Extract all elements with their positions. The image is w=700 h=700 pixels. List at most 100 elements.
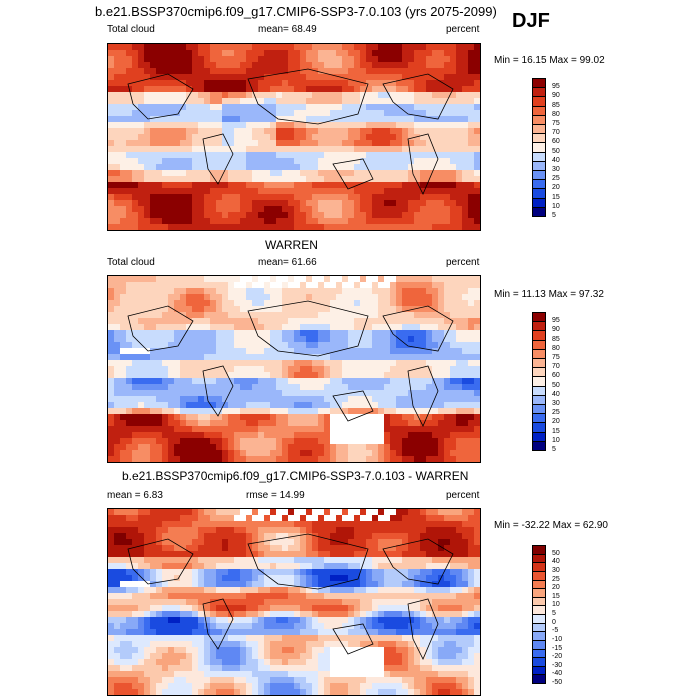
grid-cell [240,68,247,75]
grid-cell [264,188,271,195]
grid-cell [264,116,271,123]
grid-cell [270,420,277,427]
grid-cell [462,294,469,301]
grid-cell [384,104,391,111]
grid-cell [426,527,433,534]
grid-cell [120,432,127,439]
grid-cell [420,521,427,528]
grid-cell [288,170,295,177]
grid-cell [144,74,151,81]
grid-cell [318,152,325,159]
grid-cell [282,587,289,594]
grid-cell [318,324,325,331]
grid-cell [450,593,457,600]
grid-cell [294,98,301,105]
grid-cell [462,354,469,361]
grid-cell [354,396,361,403]
grid-cell [366,557,373,564]
grid-cell [180,521,187,528]
grid-cell [138,509,145,516]
grid-cell [240,110,247,117]
grid-cell [300,212,307,219]
grid-cell [438,188,445,195]
grid-cell [384,306,391,313]
grid-cell [468,426,475,433]
grid-cell [216,194,223,201]
grid-cell [186,515,193,522]
grid-cell [264,104,271,111]
grid-cell [180,414,187,421]
grid-cell [390,128,397,135]
grid-cell [246,116,253,123]
grid-cell [132,390,139,397]
grid-cell [150,438,157,445]
grid-cell [252,282,259,289]
grid-cell [426,170,433,177]
grid-cell [456,438,463,445]
grid-cell [366,533,373,540]
grid-cell [360,188,367,195]
grid-cell [444,128,451,135]
grid-cell [324,158,331,165]
grid-cell [144,122,151,129]
grid-cell [216,456,223,462]
grid-cell [336,354,343,361]
grid-cell [360,575,367,582]
grid-cell [240,206,247,213]
grid-cell [174,56,181,63]
grid-cell [120,378,127,385]
grid-cell [336,212,343,219]
grid-cell [150,56,157,63]
grid-cell [366,599,373,606]
grid-cell [456,324,463,331]
grid-cell [456,527,463,534]
grid-cell [318,74,325,81]
grid-cell [246,599,253,606]
grid-cell [168,533,175,540]
grid-cell [168,515,175,522]
grid-cell [192,557,199,564]
grid-cell [438,527,445,534]
grid-cell [444,176,451,183]
grid-cell [270,563,277,570]
grid-cell [366,110,373,117]
grid-cell [348,444,355,451]
grid-cell [378,593,385,600]
grid-cell [126,444,133,451]
grid-cell [246,378,253,385]
grid-cell [210,200,217,207]
grid-cell [408,98,415,105]
grid-cell [138,170,145,177]
grid-cell [390,122,397,129]
grid-cell [390,140,397,147]
grid-cell [276,384,283,391]
grid-cell [120,372,127,379]
grid-cell [420,593,427,600]
grid-cell [360,80,367,87]
grid-cell [270,276,277,283]
grid-cell [312,330,319,337]
grid-cell [468,336,475,343]
grid-cell [450,116,457,123]
grid-cell [234,569,241,576]
grid-cell [168,396,175,403]
grid-cell [168,140,175,147]
grid-cell [174,86,181,93]
grid-cell [390,509,397,516]
grid-cell [348,372,355,379]
grid-cell [366,348,373,355]
grid-cell [132,539,139,546]
grid-cell [138,158,145,165]
grid-cell [318,575,325,582]
grid-cell [432,336,439,343]
grid-cell [474,312,480,319]
grid-cell [396,294,403,301]
grid-cell [456,300,463,307]
grid-cell [156,563,163,570]
grid-cell [120,134,127,141]
grid-cell [462,581,469,588]
grid-cell [288,569,295,576]
grid-cell [258,366,265,373]
grid-cell [132,182,139,189]
grid-cell [414,56,421,63]
